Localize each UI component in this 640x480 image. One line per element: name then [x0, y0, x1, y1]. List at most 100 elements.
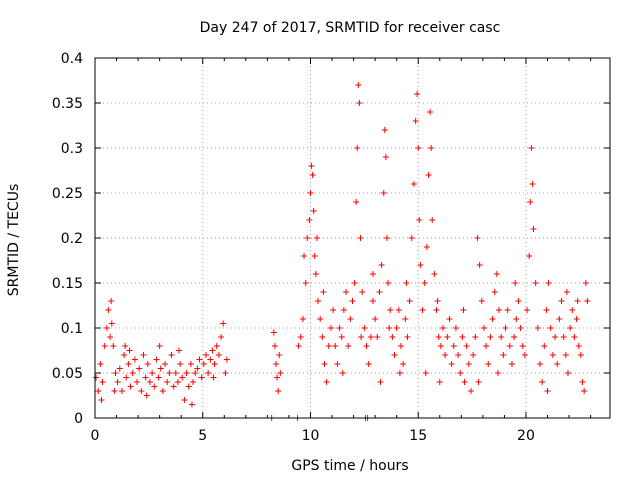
data-point	[562, 352, 569, 358]
data-point	[431, 271, 438, 277]
data-point	[275, 388, 282, 394]
data-point	[552, 334, 559, 340]
data-point	[357, 235, 364, 241]
data-point	[166, 370, 173, 376]
data-point	[276, 352, 283, 358]
data-point	[310, 208, 317, 214]
data-point	[207, 356, 214, 363]
data-point	[339, 370, 346, 376]
data-point	[569, 307, 576, 313]
data-point	[500, 352, 507, 358]
data-point	[393, 325, 400, 331]
data-point	[408, 235, 415, 241]
data-point	[129, 370, 136, 376]
data-point	[446, 316, 453, 322]
data-point	[121, 352, 128, 358]
data-point	[415, 145, 422, 151]
data-point	[440, 325, 447, 331]
data-point	[271, 343, 278, 349]
data-point	[436, 379, 443, 385]
data-point	[125, 361, 132, 367]
data-point	[389, 334, 396, 340]
data-point	[155, 374, 162, 381]
data-point	[312, 271, 319, 277]
data-point	[459, 334, 466, 340]
data-point	[188, 401, 195, 408]
data-point	[528, 145, 535, 151]
data-point	[539, 379, 546, 385]
data-point	[327, 325, 334, 331]
data-point	[567, 325, 574, 331]
data-point	[444, 334, 451, 340]
data-point	[349, 298, 356, 304]
data-point	[579, 379, 586, 385]
data-point	[377, 379, 384, 385]
data-point	[573, 316, 580, 322]
data-point	[457, 370, 464, 376]
data-point	[410, 181, 417, 187]
data-point	[450, 343, 457, 349]
data-point	[347, 316, 354, 322]
data-point	[114, 379, 121, 385]
data-point	[395, 307, 402, 313]
data-point	[498, 334, 505, 340]
data-point	[174, 379, 181, 385]
data-point	[391, 352, 398, 358]
y-tick-labels: 0 0.05 0.1 0.15 0.2 0.25 0.3 0.35 0.4	[52, 51, 83, 427]
data-point	[122, 343, 129, 349]
data-point	[323, 379, 330, 385]
data-point	[164, 379, 171, 385]
data-point	[502, 325, 509, 331]
data-point	[556, 316, 563, 322]
plot-frame	[94, 57, 611, 419]
data-point	[558, 298, 565, 304]
data-point	[295, 343, 302, 349]
data-point	[529, 181, 536, 187]
x-axis-title: GPS time / hours	[291, 458, 408, 474]
data-point	[376, 289, 383, 295]
data-point	[496, 307, 503, 313]
data-point	[544, 388, 551, 394]
data-point	[437, 343, 444, 349]
data-point	[209, 347, 216, 354]
data-point	[472, 334, 479, 340]
data-point	[116, 365, 123, 372]
data-point	[359, 289, 366, 295]
data-point	[356, 100, 363, 106]
data-point	[345, 343, 352, 349]
data-point	[363, 343, 370, 349]
data-point	[429, 217, 436, 223]
grid-lines	[95, 58, 610, 418]
data-point	[425, 172, 432, 178]
data-point	[512, 280, 519, 286]
data-point	[334, 361, 341, 367]
data-point	[325, 343, 332, 349]
data-point	[309, 172, 316, 178]
data-point	[367, 334, 374, 340]
data-point	[428, 145, 435, 151]
data-point	[460, 307, 467, 313]
data-point	[508, 361, 515, 367]
data-point	[511, 334, 518, 340]
data-point	[480, 325, 487, 331]
data-point	[218, 334, 225, 340]
data-point	[198, 374, 205, 381]
data-point	[138, 388, 145, 394]
data-point	[369, 298, 376, 304]
data-point	[406, 298, 413, 304]
data-point	[308, 163, 315, 169]
data-point	[200, 361, 207, 367]
data-point	[99, 379, 106, 385]
data-point	[354, 145, 361, 151]
data-point	[168, 352, 175, 358]
data-point	[177, 361, 184, 367]
data-point	[385, 280, 392, 286]
data-point	[270, 329, 277, 336]
data-point	[108, 298, 115, 304]
axis-ticks	[94, 57, 610, 419]
data-point	[563, 289, 570, 295]
data-point	[564, 370, 571, 376]
data-point	[172, 370, 179, 376]
data-point	[162, 361, 169, 367]
data-point	[532, 280, 539, 286]
